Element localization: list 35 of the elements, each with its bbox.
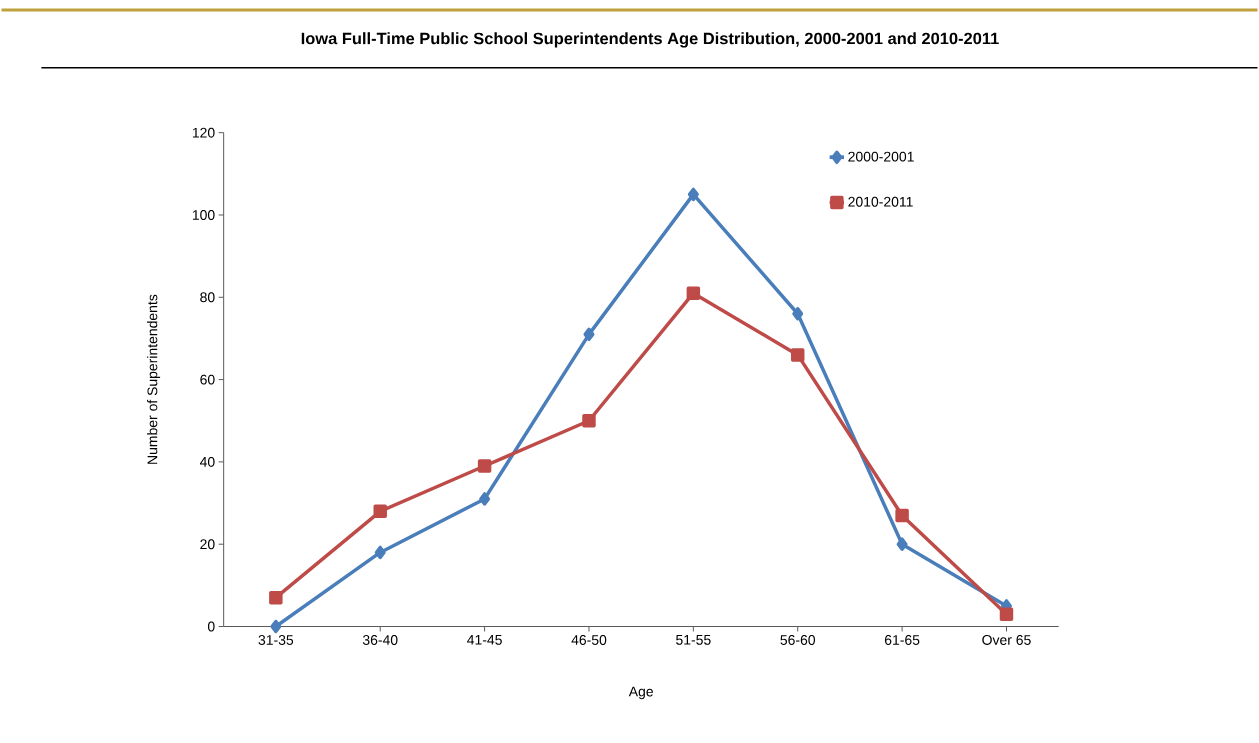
legend-label: 2010-2011: [848, 196, 913, 207]
x-tick-label: 46-50: [571, 634, 607, 645]
x-tick-label: 56-60: [780, 634, 816, 645]
point: [687, 187, 699, 202]
x-tick-label: 31-35: [258, 634, 294, 645]
y-tick-label: 20: [200, 539, 215, 550]
point: [479, 492, 491, 506]
x-tick-label: 61-65: [884, 634, 920, 645]
y-tick-label: 120: [192, 127, 215, 138]
y-axis-title: Number of Superintendents: [147, 294, 161, 464]
point: [477, 459, 492, 473]
x-tick-label: 36-40: [362, 634, 398, 645]
x-tick-label: 41-45: [467, 634, 502, 645]
point: [582, 413, 596, 428]
x-axis-title: Age: [628, 686, 653, 700]
y-tick-label: 60: [200, 374, 215, 385]
x-tick-label: 51-55: [676, 634, 711, 645]
point: [895, 508, 909, 523]
y-tick-label: 0: [207, 621, 215, 632]
point: [269, 590, 283, 605]
point: [374, 545, 386, 560]
point: [792, 306, 804, 321]
point: [686, 286, 701, 300]
point: [790, 348, 805, 362]
x-tick-label: Over 65: [982, 634, 1031, 645]
point: [896, 537, 908, 551]
point: [373, 504, 387, 518]
y-tick-label: 100: [192, 209, 215, 220]
y-tick-label: 40: [199, 456, 215, 467]
point: [583, 327, 595, 341]
legend-label: 2000-2001: [848, 151, 914, 162]
point: [270, 619, 282, 634]
chart-title: Iowa Full-Time Public School Superintendents Age Distribution, 2000-2001 and 2010-2011: [301, 32, 999, 48]
y-tick-label: 80: [200, 292, 215, 303]
point: [999, 607, 1014, 621]
